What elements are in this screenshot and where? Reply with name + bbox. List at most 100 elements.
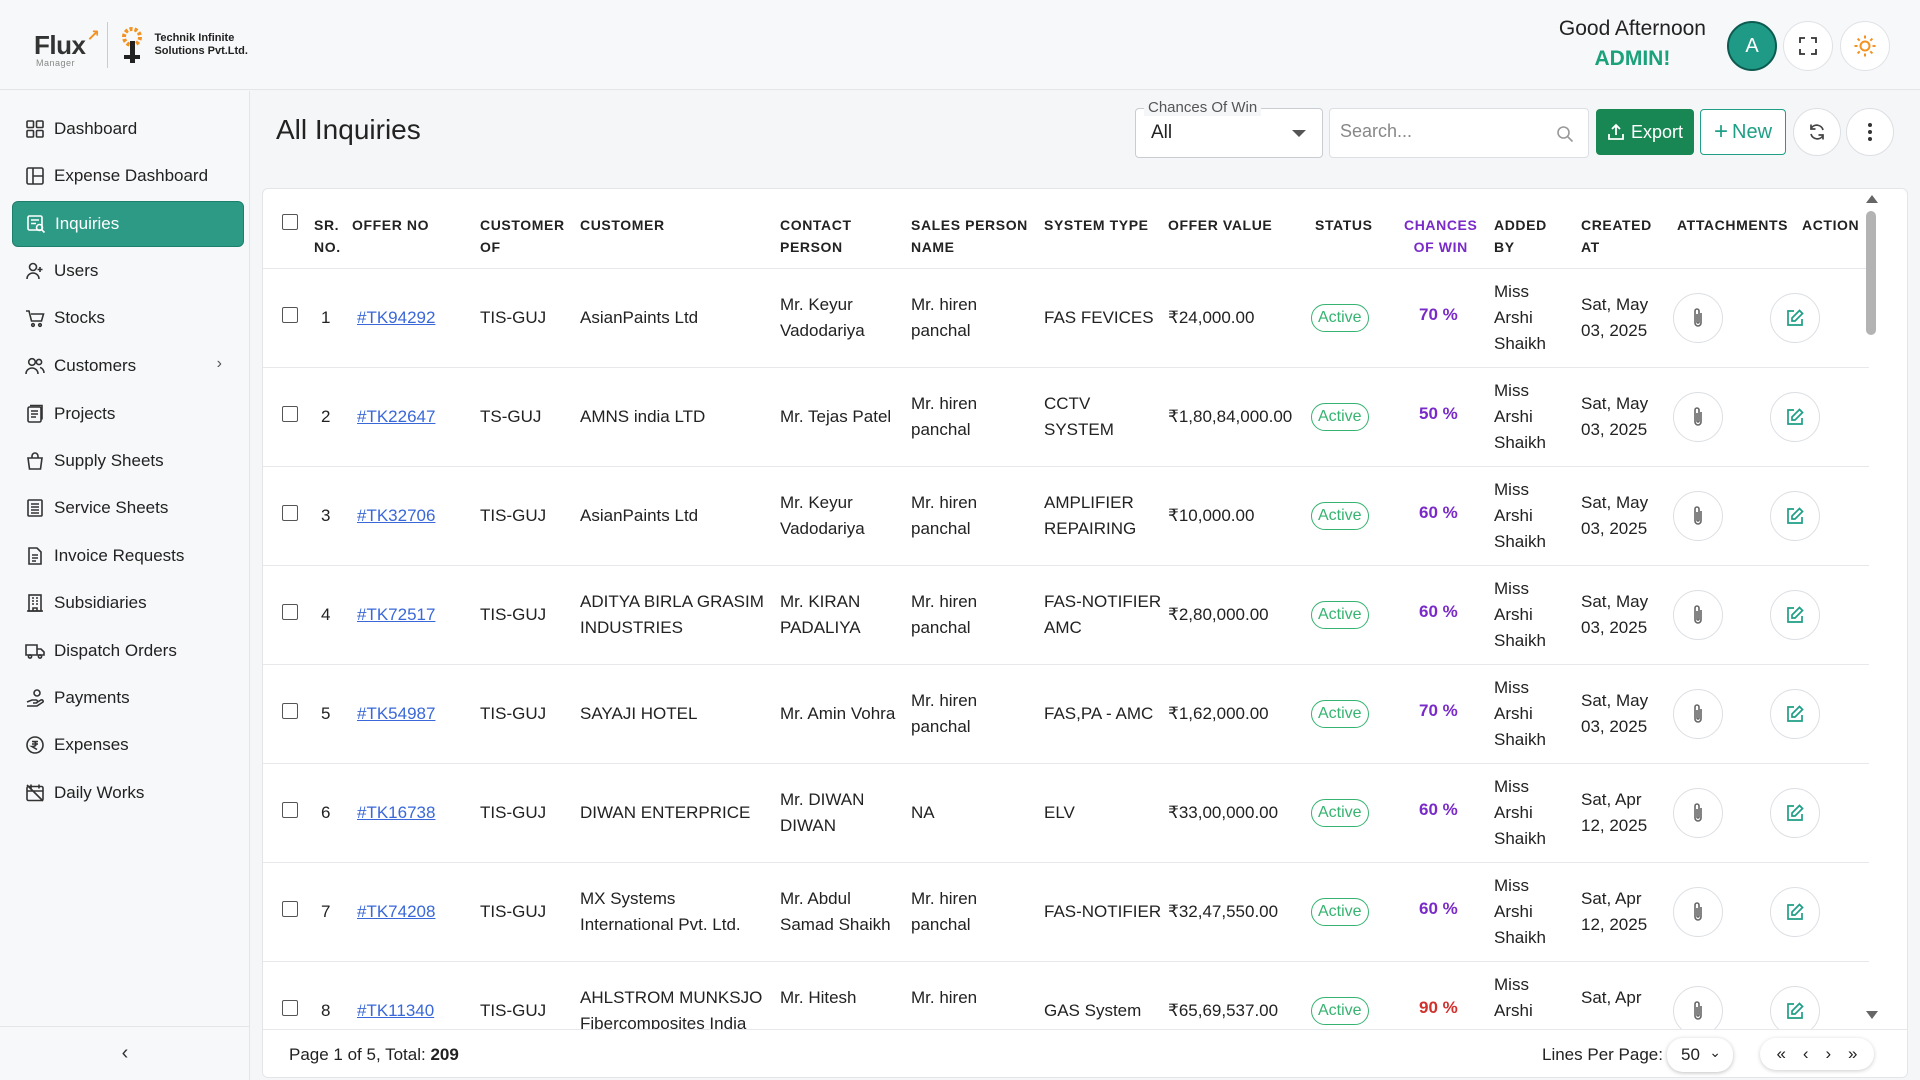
attachment-button[interactable] (1673, 689, 1723, 739)
collapse-sidebar-button[interactable]: ‹ (0, 1026, 250, 1080)
theme-toggle-button[interactable] (1840, 21, 1890, 71)
inquiries-table: SR. NO. OFFER NO CUSTOMER OF CUSTOMER CONT… (262, 188, 1908, 1078)
sidebar-item-expenses[interactable]: Expenses (12, 722, 244, 768)
attachment-button[interactable] (1673, 788, 1723, 838)
sidebar-item-stocks[interactable]: Stocks (12, 295, 244, 341)
app-name: Flux (34, 29, 86, 60)
attachment-button[interactable] (1673, 491, 1723, 541)
user-role: ADMIN! (1594, 47, 1671, 70)
paperclip-icon (1694, 308, 1702, 327)
row-checkbox[interactable] (282, 901, 298, 917)
sidebar-item-expense-dashboard[interactable]: Expense Dashboard (12, 153, 244, 199)
row-checkbox[interactable] (282, 1000, 298, 1016)
sidebar-item-daily-works[interactable]: Daily Works (12, 770, 244, 816)
header-offer-no: OFFER NO (352, 217, 430, 233)
status-badge: Active (1311, 997, 1369, 1025)
search-input[interactable] (1340, 121, 1540, 142)
row-checkbox[interactable] (282, 307, 298, 323)
sidebar-item-service-sheets[interactable]: Service Sheets (12, 485, 244, 531)
attachment-button[interactable] (1673, 392, 1723, 442)
refresh-icon (1810, 124, 1824, 140)
cell-customer: AHLSTROM MUNKSJO Fibercomposites India (580, 988, 763, 1033)
dashboard-icon (24, 118, 46, 140)
cell-customer-of: TIS-GUJ (480, 605, 547, 624)
table-row: 1 #TK94292 TIS-GUJ AsianPaints Ltd Mr. K… (263, 269, 1869, 368)
fullscreen-button[interactable] (1783, 21, 1833, 71)
chances-of-win-value: 70 % (1419, 305, 1458, 324)
chevron-left-icon: ‹ (121, 1042, 129, 1064)
offer-number-link[interactable]: #TK94292 (357, 308, 436, 327)
sidebar-item-customers[interactable]: Customers › (12, 343, 244, 389)
offer-number-link[interactable]: #TK54987 (357, 704, 436, 723)
select-all-checkbox[interactable] (282, 214, 298, 230)
refresh-button[interactable] (1793, 108, 1841, 156)
row-checkbox[interactable] (282, 604, 298, 620)
edit-button[interactable] (1770, 986, 1820, 1036)
avatar[interactable]: A (1727, 21, 1777, 71)
last-page-icon[interactable]: » (1848, 1044, 1858, 1063)
sidebar-item-invoice-requests[interactable]: Invoice Requests (12, 533, 244, 579)
sidebar-item-inquiries[interactable]: Inquiries (12, 201, 244, 247)
cell-system-type: ELV (1044, 803, 1075, 822)
export-button[interactable]: Export (1596, 109, 1694, 155)
vertical-scrollbar-thumb[interactable] (1866, 211, 1876, 335)
sidebar-item-payments[interactable]: Payments (12, 675, 244, 721)
edit-button[interactable] (1770, 293, 1820, 343)
sidebar-item-label: Expenses (54, 735, 129, 754)
stocks-icon (24, 307, 46, 329)
prev-page-icon[interactable]: ‹ (1802, 1044, 1809, 1063)
cell-created-at: Sat, May 03, 2025 (1581, 295, 1649, 340)
sidebar-item-supply-sheets[interactable]: Supply Sheets (12, 438, 244, 484)
edit-icon (1787, 705, 1804, 722)
cell-sr-no: 8 (321, 1001, 331, 1020)
edit-button[interactable] (1770, 689, 1820, 739)
sidebar-item-dispatch-orders[interactable]: Dispatch Orders (12, 628, 244, 674)
payments-icon (24, 687, 46, 709)
service-sheets-icon (24, 497, 46, 519)
cell-offer-value: ₹24,000.00 (1168, 308, 1255, 327)
row-checkbox[interactable] (282, 703, 298, 719)
row-checkbox[interactable] (282, 802, 298, 818)
cell-customer-of: TIS-GUJ (480, 704, 547, 723)
attachment-button[interactable] (1673, 590, 1723, 640)
offer-number-link[interactable]: #TK32706 (357, 506, 436, 525)
cell-added-by: Miss Arshi Shaikh (1494, 480, 1546, 551)
sidebar-item-label: Payments (54, 688, 130, 707)
offer-number-link[interactable]: #TK16738 (357, 803, 436, 822)
attachment-button[interactable] (1673, 887, 1723, 937)
edit-button[interactable] (1770, 887, 1820, 937)
offer-number-link[interactable]: #TK22647 (357, 407, 436, 426)
edit-button[interactable] (1770, 392, 1820, 442)
header-added-by: ADDED BY (1494, 217, 1547, 255)
lines-per-page-select[interactable]: 50 ⌄ (1667, 1038, 1733, 1072)
offer-number-link[interactable]: #TK72517 (357, 605, 436, 624)
more-options-button[interactable] (1846, 108, 1894, 156)
sidebar-item-dashboard[interactable]: Dashboard (12, 106, 244, 152)
sidebar-item-projects[interactable]: Projects (12, 391, 244, 437)
scroll-down-icon[interactable] (1866, 1011, 1878, 1019)
sidebar-item-subsidiaries[interactable]: Subsidiaries (12, 580, 244, 626)
offer-number-link[interactable]: #TK74208 (357, 902, 436, 921)
paperclip-icon (1694, 407, 1702, 426)
daily-works-icon (24, 782, 46, 804)
offer-number-link[interactable]: #TK11340 (357, 1001, 435, 1020)
edit-button[interactable] (1770, 590, 1820, 640)
next-page-icon[interactable]: › (1825, 1044, 1832, 1063)
edit-icon (1787, 309, 1804, 326)
attachment-button[interactable] (1673, 986, 1723, 1036)
new-button[interactable]: + New (1700, 109, 1786, 155)
attachment-button[interactable] (1673, 293, 1723, 343)
first-page-icon[interactable]: « (1776, 1044, 1786, 1063)
scroll-up-icon[interactable] (1866, 195, 1878, 203)
cell-system-type: FAS-NOTIFIER AMC (1044, 592, 1162, 637)
edit-button[interactable] (1770, 788, 1820, 838)
cell-offer-value: ₹2,80,000.00 (1168, 605, 1269, 624)
row-checkbox[interactable] (282, 406, 298, 422)
chances-of-win-select[interactable]: Chances Of Win All (1135, 99, 1323, 158)
cell-sales-person: Mr. hiren panchal (911, 394, 978, 439)
edit-button[interactable] (1770, 491, 1820, 541)
sidebar-item-users[interactable]: Users (12, 248, 244, 294)
sidebar-item-label: Invoice Requests (54, 546, 185, 565)
row-checkbox[interactable] (282, 505, 298, 521)
cell-sales-person: NA (911, 803, 935, 822)
